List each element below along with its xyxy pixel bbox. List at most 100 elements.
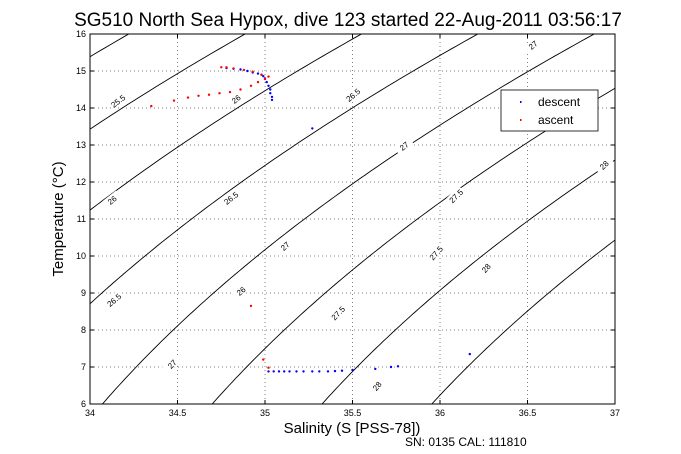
series-ascent <box>150 66 270 369</box>
ascent-point <box>260 73 263 76</box>
descent-point <box>302 370 305 373</box>
contour-label-bg <box>225 89 246 108</box>
ascent-point <box>207 93 211 96</box>
density-contours <box>90 34 615 404</box>
contour-label-bg <box>230 281 251 300</box>
density-contour <box>321 159 615 404</box>
x-axis-label: Salinity (S [PSS-78]) <box>284 420 421 437</box>
descent-point <box>277 370 281 373</box>
descent-point <box>326 370 330 373</box>
contour-label-bg <box>367 375 386 396</box>
x-tick-label: 34 <box>85 408 95 418</box>
contour-label-bg <box>101 190 122 209</box>
ascent-point <box>197 94 200 98</box>
ascent-point <box>225 66 228 69</box>
x-tick-label: 36 <box>435 408 445 418</box>
density-contour <box>211 87 615 404</box>
ascent-point <box>232 67 235 70</box>
legend-label-ascent: ascent <box>538 113 574 127</box>
y-tick-label: 11 <box>77 214 86 224</box>
descent-point <box>311 370 314 373</box>
series-layer <box>150 66 471 373</box>
y-tick-label: 9 <box>81 288 86 298</box>
contour-label-bg <box>393 136 414 155</box>
x-tick-label: 35.5 <box>344 408 362 418</box>
density-contour <box>431 239 615 404</box>
descent-point <box>267 84 270 88</box>
contour-label-bg <box>162 354 182 374</box>
descent-point <box>270 98 274 102</box>
contour-label-bg <box>342 85 363 104</box>
y-axis-ticks: 6 7 8 9 10 11 12 13 14 15 16 <box>76 29 615 409</box>
x-tick-label: 37 <box>610 408 620 418</box>
descent-point <box>270 95 274 99</box>
contour-label-bg <box>103 290 124 309</box>
descent-point <box>333 369 337 373</box>
y-tick-label: 8 <box>81 325 86 335</box>
ascent-point <box>267 366 270 369</box>
descent-point <box>265 80 268 84</box>
x-tick-label: 36.5 <box>519 408 537 418</box>
ascent-point <box>262 358 265 361</box>
ascent-point <box>150 104 153 108</box>
descent-point <box>295 370 298 373</box>
descent-point <box>468 352 471 356</box>
contour-label-bg <box>522 35 543 54</box>
descent-point <box>396 365 400 368</box>
descent-point <box>256 72 260 75</box>
contour-label-bg <box>274 236 295 255</box>
legend-label-descent: descent <box>538 95 581 109</box>
calibration-annotation: SN: 0135 CAL: 111810 <box>405 435 527 449</box>
ascent-point <box>256 80 260 84</box>
density-contour <box>101 34 596 404</box>
descent-point <box>239 68 242 71</box>
y-tick-label: 12 <box>76 177 86 187</box>
contour-label-bg <box>594 155 614 175</box>
ascent-point <box>242 68 246 72</box>
y-tick-label: 13 <box>76 140 86 150</box>
descent-point <box>246 69 249 73</box>
ascent-point <box>172 99 176 102</box>
density-contour <box>90 34 363 211</box>
ascent-point <box>267 75 270 78</box>
descent-point <box>283 370 286 373</box>
contour-label-bg <box>446 186 466 206</box>
y-tick-label: 16 <box>76 29 86 39</box>
ascent-point <box>218 92 221 95</box>
chart-title: SG510 North Sea Hypox, dive 123 started … <box>74 10 622 31</box>
y-axis-label: Temperature (°C) <box>50 161 67 276</box>
ascent-point <box>263 77 267 81</box>
descent-point <box>351 368 354 372</box>
descent-point <box>374 367 377 371</box>
descent-point <box>311 127 314 130</box>
legend: descent ascent <box>500 89 599 132</box>
density-contour <box>90 34 479 305</box>
contour-label-bg <box>476 257 495 278</box>
ascent-point <box>251 70 254 73</box>
descent-point <box>318 370 321 373</box>
ascent-point <box>249 304 253 308</box>
x-tick-label: 34.5 <box>169 408 187 418</box>
ascent-point <box>249 84 253 88</box>
contour-label-bg <box>328 303 348 323</box>
descent-point <box>267 370 270 373</box>
contour-label-bg <box>220 188 241 207</box>
x-tick-label: 35 <box>260 408 270 418</box>
contour-label-bg <box>107 91 128 110</box>
ascent-point <box>228 90 232 94</box>
density-contour <box>90 34 247 130</box>
descent-point <box>389 365 393 369</box>
descent-point <box>269 92 272 95</box>
y-tick-label: 7 <box>81 362 86 372</box>
descent-point <box>262 75 265 78</box>
descent-point <box>269 88 272 91</box>
legend-box <box>500 89 599 132</box>
descent-point <box>340 369 344 372</box>
y-tick-label: 6 <box>81 399 86 409</box>
descent-point <box>272 370 275 373</box>
y-tick-label: 10 <box>76 251 86 261</box>
descent-point <box>288 370 291 373</box>
y-tick-label: 14 <box>76 103 86 113</box>
